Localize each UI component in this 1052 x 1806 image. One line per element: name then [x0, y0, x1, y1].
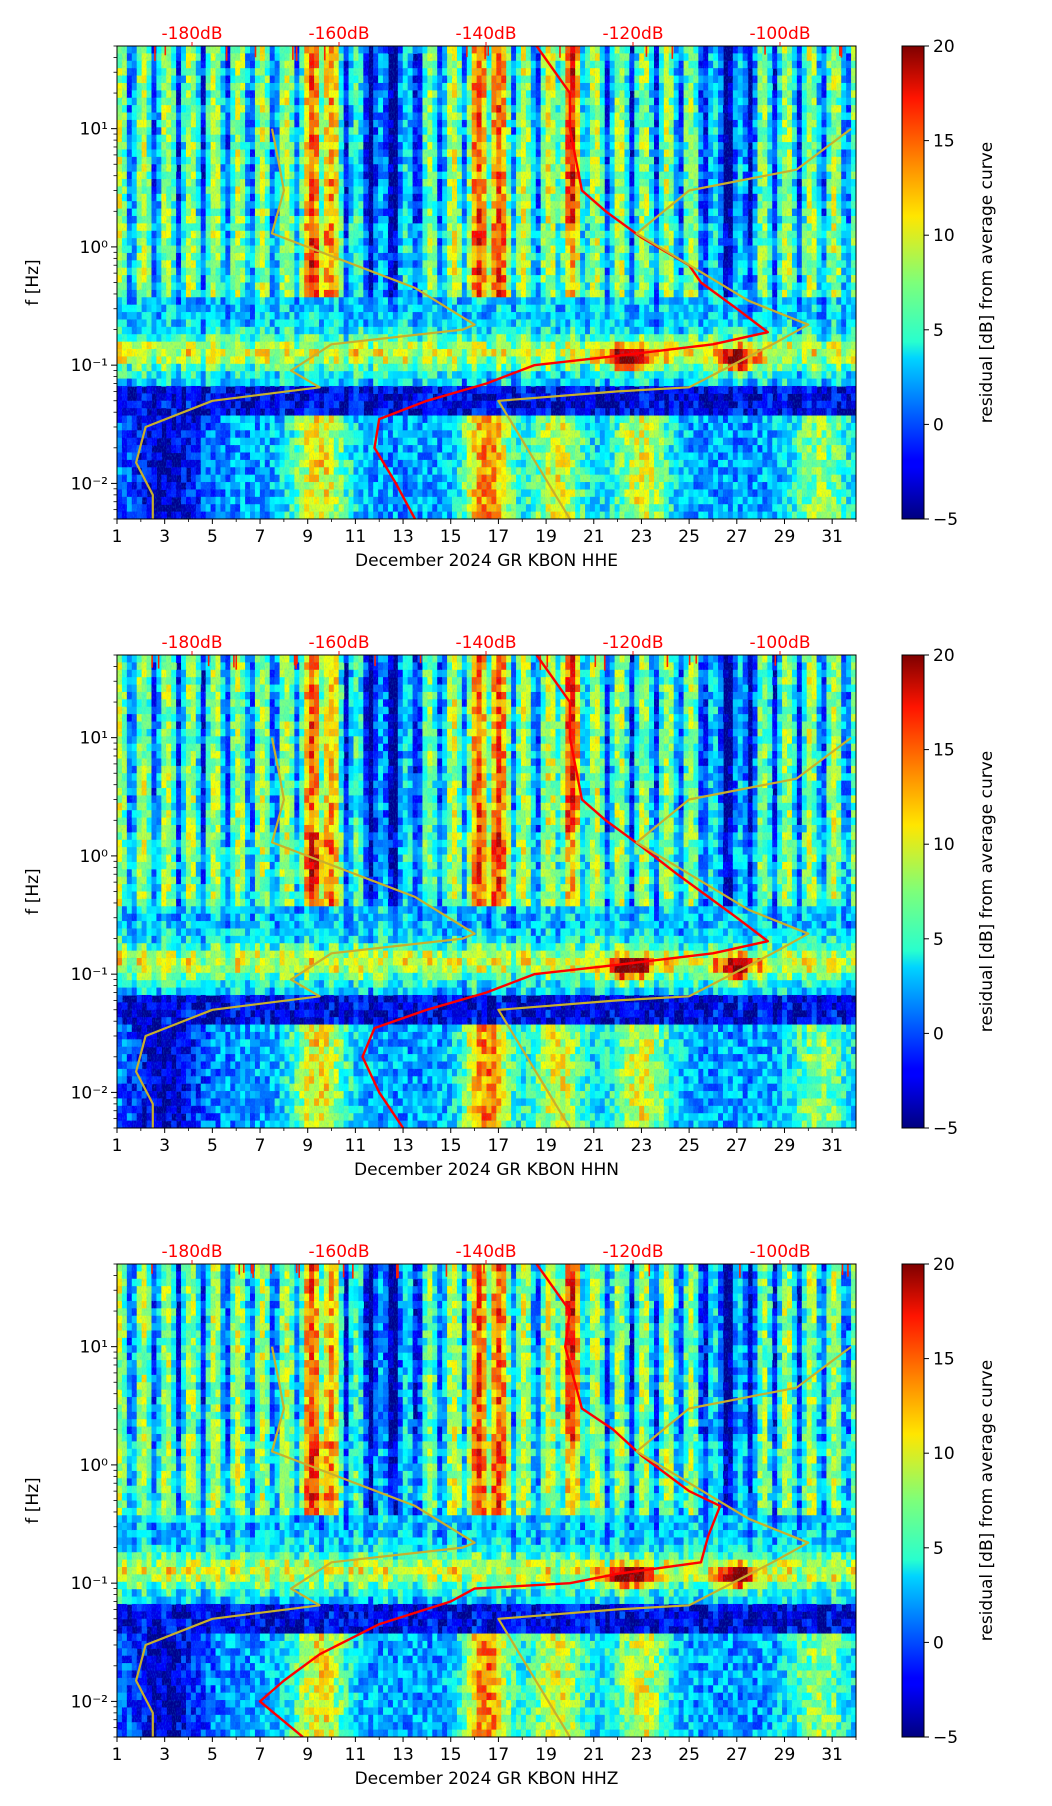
heatmap: [117, 46, 856, 519]
spectrogram-panel-0: 1 3 5 7 9 11 13 15 17 19 21 23 25 27 29 3110⁻²10⁻¹10⁰10…: [23, 24, 997, 571]
